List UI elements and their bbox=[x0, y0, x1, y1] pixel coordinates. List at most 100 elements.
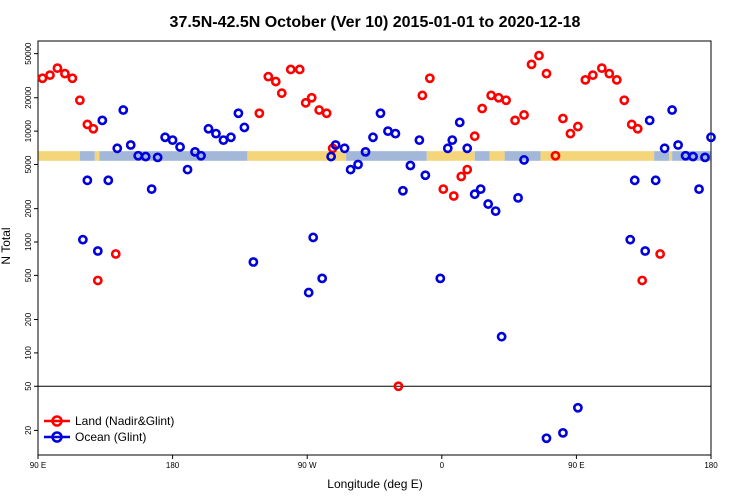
band-segment-ocean bbox=[654, 151, 670, 161]
land-point bbox=[534, 50, 544, 61]
ocean-point bbox=[182, 164, 193, 175]
land-point bbox=[424, 73, 435, 84]
ocean-point bbox=[694, 184, 704, 195]
land-point bbox=[486, 90, 497, 101]
ocean-point bbox=[203, 123, 214, 134]
land-point bbox=[285, 64, 296, 75]
ocean-point bbox=[629, 175, 640, 186]
data-points bbox=[37, 50, 716, 444]
x-tick-label: 0 bbox=[440, 461, 445, 470]
ocean-point bbox=[140, 151, 151, 162]
ocean-point bbox=[152, 152, 163, 163]
ocean-point bbox=[483, 199, 494, 209]
land-point bbox=[565, 128, 576, 139]
land-point bbox=[254, 108, 265, 119]
ocean-point bbox=[112, 143, 123, 154]
land-point bbox=[519, 110, 529, 120]
land-point bbox=[604, 68, 615, 79]
ocean-point bbox=[469, 189, 480, 200]
ocean-point bbox=[353, 159, 363, 170]
y-tick-label: 100 bbox=[24, 346, 33, 360]
land-point bbox=[611, 74, 622, 85]
land-point bbox=[626, 119, 637, 130]
ocean-point bbox=[420, 170, 431, 181]
y-tick-label: 5000 bbox=[24, 155, 33, 173]
legend-label-land: Land (Nadir&Glint) bbox=[75, 414, 174, 428]
ocean-point bbox=[330, 140, 341, 150]
land-point bbox=[92, 275, 103, 286]
land-point bbox=[74, 95, 85, 106]
ocean-point bbox=[339, 143, 350, 154]
ocean-point bbox=[196, 150, 206, 161]
band-segment-land bbox=[540, 151, 655, 161]
land-point bbox=[45, 70, 55, 81]
land-point bbox=[462, 164, 473, 175]
ocean-point bbox=[706, 132, 716, 143]
ocean-point bbox=[160, 132, 171, 143]
x-tick-label: 180 bbox=[704, 461, 718, 470]
ocean-point bbox=[454, 117, 465, 128]
ocean-point bbox=[317, 273, 328, 284]
ocean-point bbox=[644, 115, 655, 126]
ocean-point bbox=[345, 164, 356, 175]
ocean-point bbox=[475, 184, 486, 195]
land-point bbox=[632, 123, 643, 134]
land-point bbox=[448, 191, 459, 201]
ocean-point bbox=[360, 146, 371, 157]
ocean-point bbox=[572, 402, 583, 413]
y-tick-label: 20000 bbox=[24, 86, 33, 109]
land-point bbox=[493, 92, 504, 103]
ocean-point bbox=[490, 206, 501, 217]
y-tick-label: 1000 bbox=[24, 233, 33, 251]
ocean-point bbox=[519, 155, 529, 165]
land-point bbox=[637, 275, 648, 286]
y-tick-label: 50 bbox=[24, 381, 33, 390]
ocean-point bbox=[326, 151, 337, 162]
legend-label-ocean: Ocean (Glint) bbox=[75, 430, 146, 444]
y-tick-label: 20 bbox=[24, 425, 33, 434]
y-tick-label: 10000 bbox=[24, 119, 33, 142]
band-segment-ocean bbox=[79, 151, 95, 161]
land-point bbox=[619, 95, 630, 106]
plot-frame bbox=[37, 40, 712, 456]
ocean-point bbox=[558, 427, 568, 438]
y-axis-label: N Total bbox=[0, 227, 13, 264]
x-tick-label: 90 W bbox=[298, 461, 317, 470]
y-tick-label: 2000 bbox=[24, 199, 33, 217]
y-axis: 20 50 100 200 500 1000 2000 5000 10000 20000 50000 bbox=[24, 42, 38, 435]
land-point bbox=[294, 64, 305, 75]
ocean-point bbox=[442, 143, 453, 154]
ocean-point bbox=[700, 152, 710, 163]
x-axis-label: Longitude (deg E) bbox=[327, 477, 422, 491]
legend: Land (Nadir&Glint) Ocean (Glint) bbox=[44, 414, 174, 444]
ocean-point bbox=[92, 246, 103, 256]
ocean-point bbox=[414, 135, 425, 146]
land-point bbox=[110, 249, 121, 259]
band-segment-ocean bbox=[474, 151, 490, 161]
band-segment-land bbox=[489, 151, 505, 161]
land-point bbox=[67, 73, 78, 84]
land-point bbox=[572, 121, 583, 132]
y-tick-label: 50000 bbox=[24, 42, 33, 65]
ocean-point bbox=[383, 126, 393, 137]
x-axis: 90 E 180 90 W 0 90 E 180 bbox=[30, 455, 718, 470]
ocean-point bbox=[688, 151, 698, 162]
land-point bbox=[655, 249, 666, 259]
ocean-point bbox=[103, 175, 114, 186]
ocean-point bbox=[82, 175, 93, 186]
land-point bbox=[558, 113, 568, 124]
ocean-point bbox=[303, 287, 314, 298]
land-point bbox=[52, 63, 63, 74]
band-segment-ocean bbox=[672, 151, 711, 161]
x-tick-label: 180 bbox=[166, 461, 180, 470]
land-point bbox=[82, 119, 93, 130]
ocean-point bbox=[308, 232, 319, 243]
x-tick-label: 90 E bbox=[30, 461, 46, 470]
band-segment-land bbox=[669, 151, 673, 161]
land-point bbox=[477, 103, 488, 114]
ocean-point bbox=[390, 128, 401, 139]
land-point bbox=[276, 88, 287, 99]
ocean-point bbox=[175, 142, 185, 152]
land-point bbox=[456, 171, 467, 182]
